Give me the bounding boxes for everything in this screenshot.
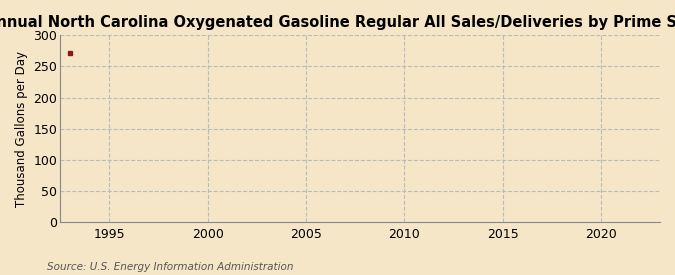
Title: Annual North Carolina Oxygenated Gasoline Regular All Sales/Deliveries by Prime : Annual North Carolina Oxygenated Gasolin…: [0, 15, 675, 30]
Y-axis label: Thousand Gallons per Day: Thousand Gallons per Day: [15, 51, 28, 207]
Text: Source: U.S. Energy Information Administration: Source: U.S. Energy Information Administ…: [47, 262, 294, 272]
